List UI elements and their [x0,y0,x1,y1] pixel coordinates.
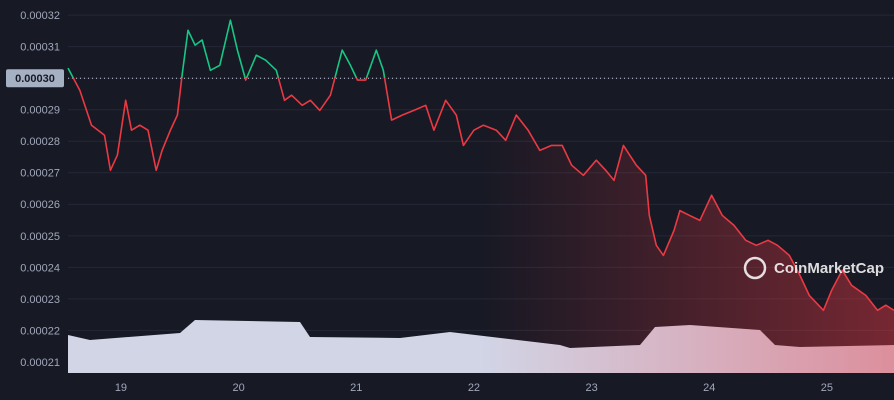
y-tick-label: 0.00032 [20,10,60,22]
y-tick-label: 0.00027 [20,168,60,180]
y-tick-label: 0.00023 [20,294,60,306]
watermark-text: CoinMarketCap [774,260,884,277]
y-tick-label: 0.00029 [20,105,60,117]
plot [67,19,894,373]
y-tick-label: 0.00026 [20,199,60,211]
price-line [67,19,894,312]
x-tick-label: 19 [115,382,127,394]
x-tick-label: 23 [585,382,597,394]
x-tick-label: 20 [232,382,244,394]
price-area [68,20,894,373]
y-tick-label: 0.00030 [15,73,55,85]
y-tick-label: 0.00022 [20,325,60,337]
x-tick-label: 25 [821,382,833,394]
y-tick-label: 0.00025 [20,231,60,243]
watermark: CoinMarketCap [743,256,884,280]
watermark-logo [743,256,767,280]
y-tick-label: 0.00028 [20,136,60,148]
y-tick-label: 0.00031 [20,42,60,54]
x-tick-label: 24 [703,382,715,394]
x-tick-label: 22 [468,382,480,394]
x-tick-label: 21 [350,382,362,394]
y-tick-label: 0.00021 [20,357,60,369]
baseline-label-box [6,69,64,88]
y-tick-label: 0.00024 [20,262,60,274]
